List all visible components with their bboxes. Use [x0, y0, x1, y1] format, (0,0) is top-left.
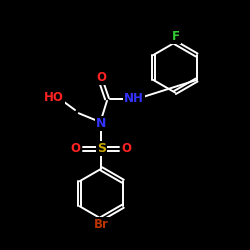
Text: N: N — [96, 117, 106, 130]
Text: Br: Br — [94, 218, 109, 231]
Text: NH: NH — [124, 92, 144, 105]
Text: S: S — [97, 142, 106, 155]
Text: O: O — [96, 71, 106, 84]
Text: F: F — [172, 30, 180, 44]
Text: O: O — [122, 142, 132, 155]
Text: HO: HO — [44, 91, 64, 104]
Text: O: O — [71, 142, 81, 155]
